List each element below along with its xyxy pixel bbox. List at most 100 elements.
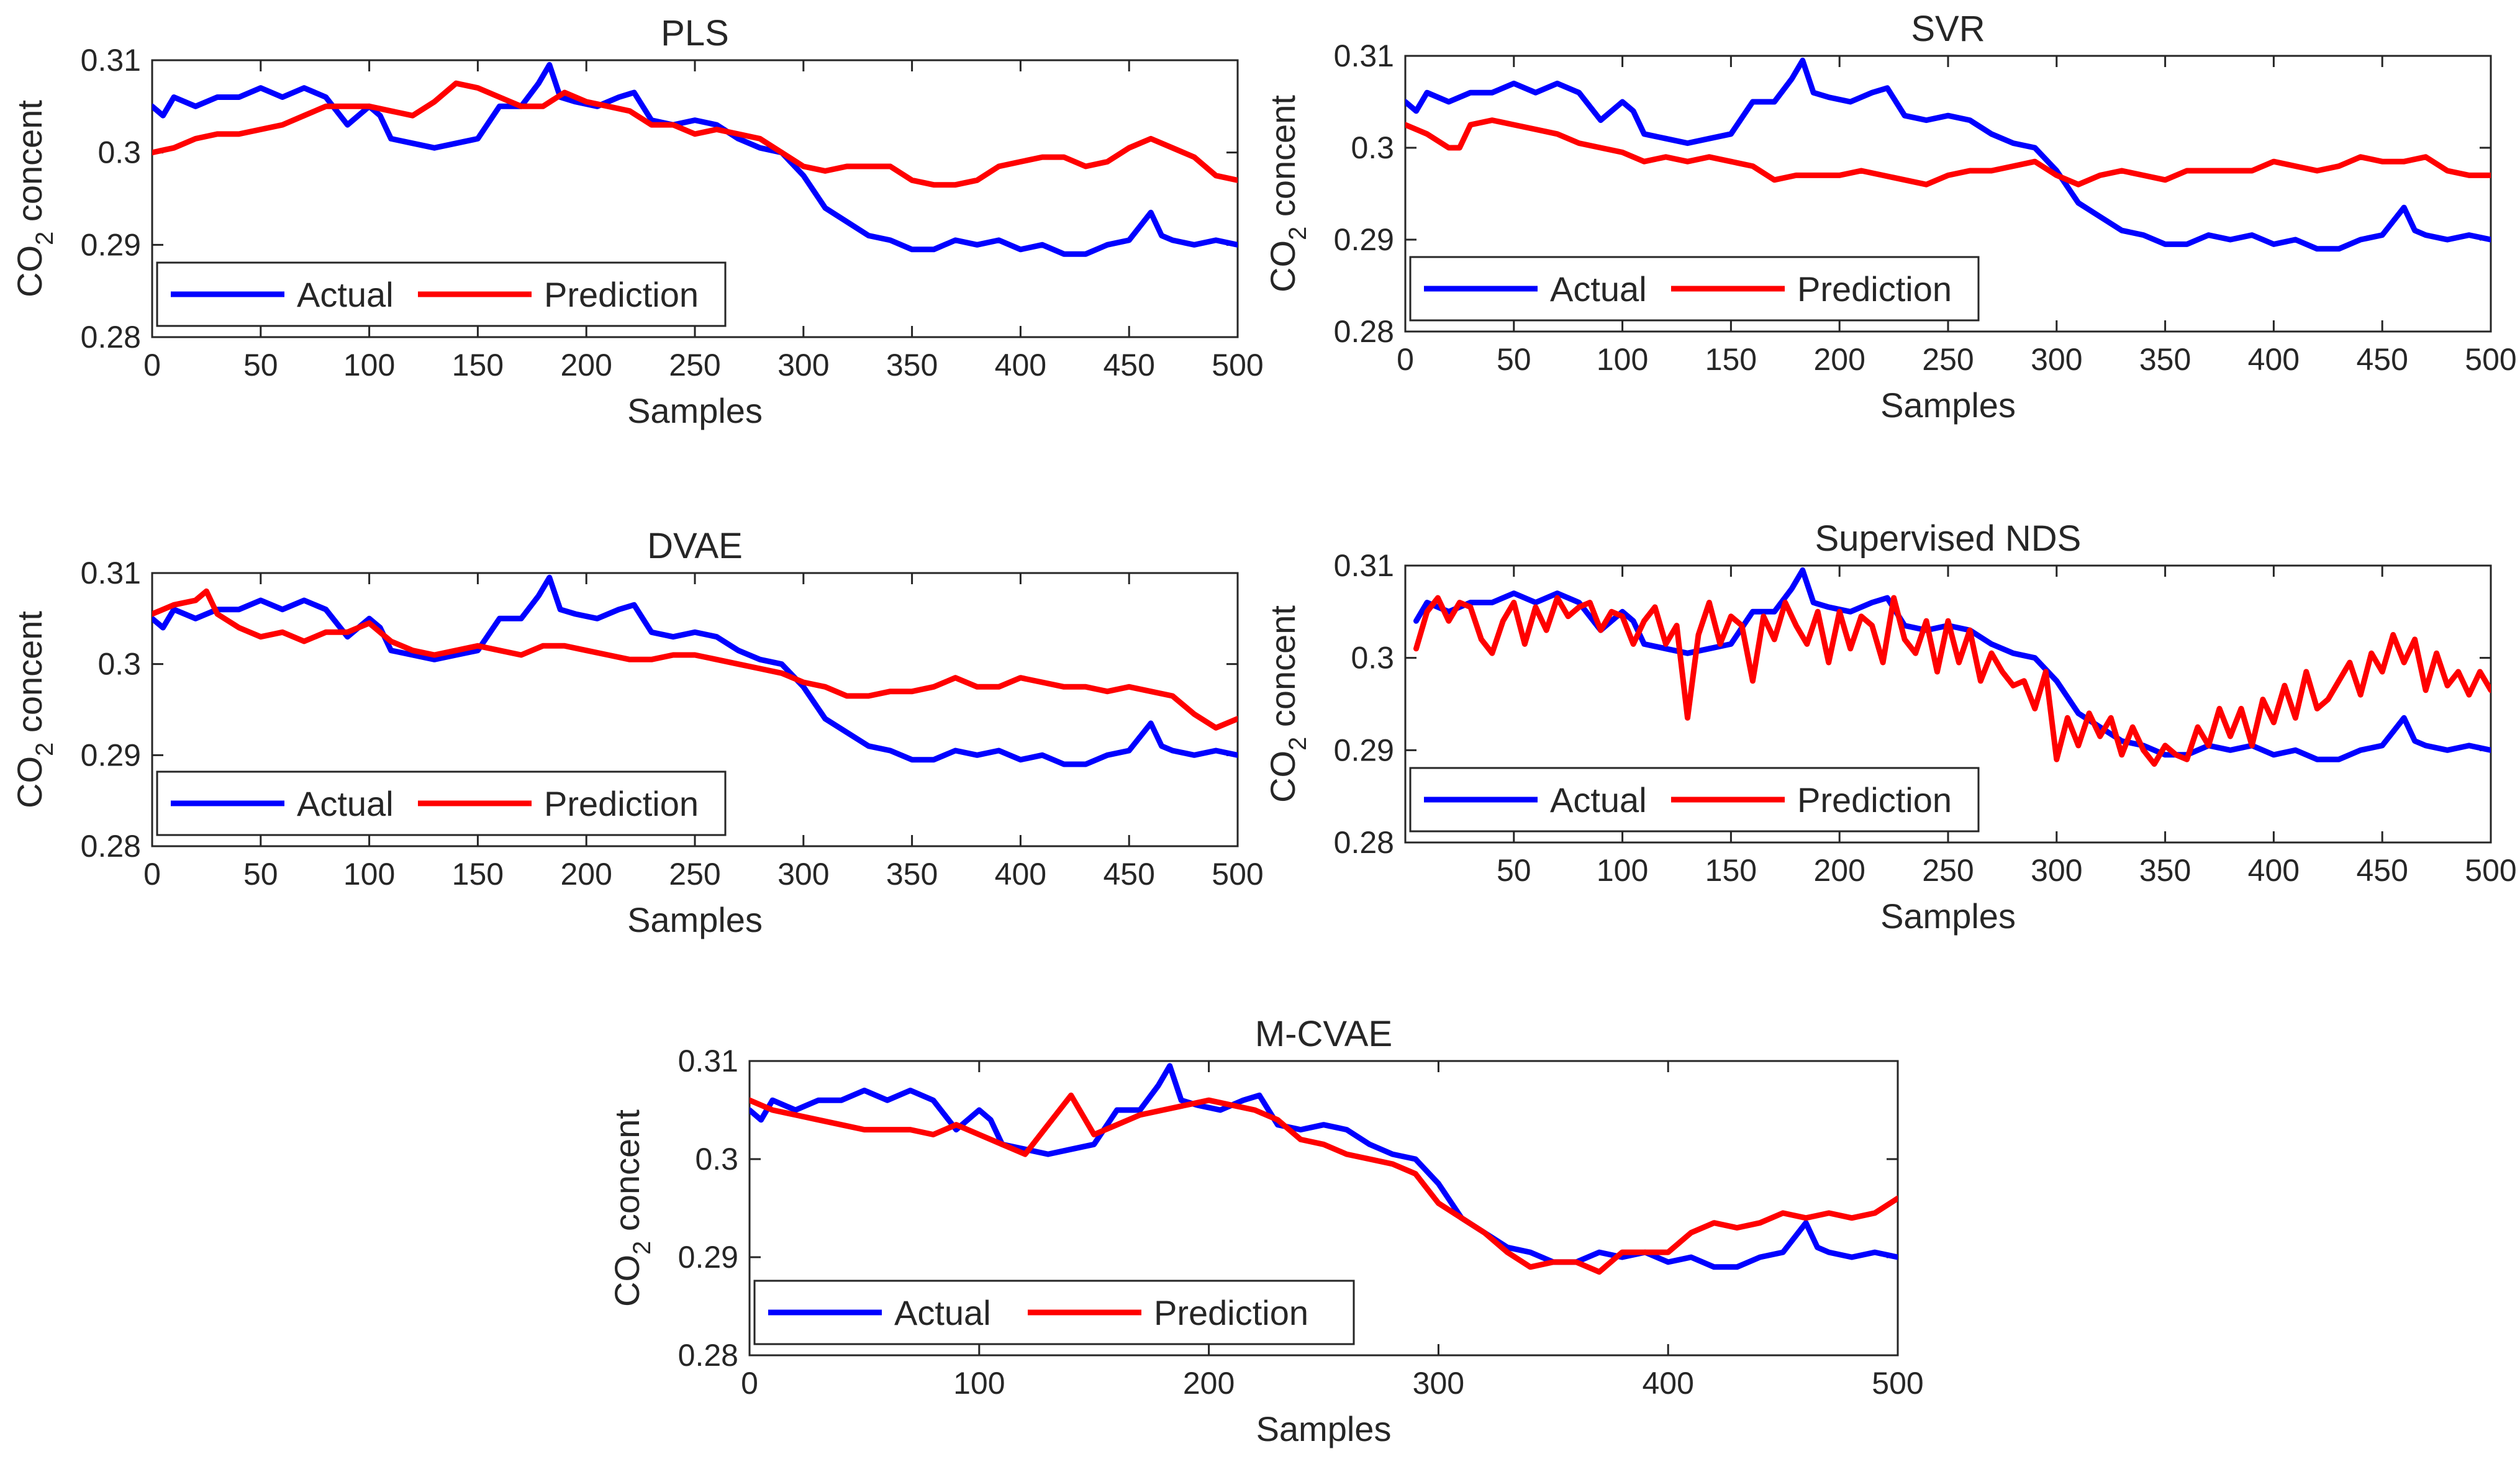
x-tick-label: 100	[343, 348, 395, 382]
legend-label-actual: Actual	[1550, 269, 1647, 309]
x-tick-label: 400	[1642, 1366, 1693, 1401]
x-tick-label: 200	[1813, 342, 1865, 377]
chart-panel-2: 0 50 100 150 200 250 300 350 400 450 500 0.28 0.29 0.…	[1263, 9, 2517, 425]
y-tick-label: 0.29	[1334, 733, 1394, 767]
x-tick-label: 400	[995, 857, 1046, 892]
x-axis-label: Samples	[627, 391, 763, 430]
x-tick-label: 250	[669, 857, 720, 892]
y-tick-label: 0.28	[1334, 314, 1394, 349]
y-tick-label: 0.28	[1334, 825, 1394, 860]
x-tick-label: 250	[1922, 342, 1974, 377]
x-tick-label: 300	[2031, 342, 2082, 377]
legend-label-prediction: Prediction	[1797, 780, 1952, 820]
y-axis-label: CO2 concent	[10, 611, 58, 808]
x-tick-label: 500	[1872, 1366, 1923, 1401]
y-tick-label: 0.31	[678, 1044, 738, 1078]
chart-panel-1: 0 50 100 150 200 250 300 350 400 450 500 0.28 0.29 0.…	[10, 13, 1264, 430]
x-tick-label: 50	[1497, 853, 1531, 888]
x-tick-label: 400	[995, 348, 1046, 382]
x-tick-label: 200	[560, 857, 612, 892]
chart-panel-4: 50 100 150 200 250 300 350 400 450 500 0.28 0.29 0.3…	[1263, 518, 2517, 936]
chart-title: DVAE	[647, 526, 743, 566]
y-tick-label: 0.31	[1334, 38, 1394, 73]
x-tick-label: 150	[1705, 342, 1757, 377]
x-tick-label: 100	[953, 1366, 1005, 1401]
series-line-prediction	[152, 80, 1238, 188]
x-tick-label: 250	[669, 348, 720, 382]
x-tick-label: 50	[243, 857, 278, 892]
y-tick-label: 0.31	[1334, 548, 1394, 583]
y-tick-label: 0.3	[1351, 641, 1394, 675]
x-tick-label: 500	[2465, 853, 2516, 888]
x-tick-label: 350	[2139, 853, 2191, 888]
series-line-actual	[750, 1063, 1898, 1270]
series-line-actual	[1405, 57, 2491, 252]
x-tick-label: 100	[1597, 342, 1648, 377]
chart-title: M-CVAE	[1255, 1014, 1392, 1054]
y-tick-label: 0.31	[81, 43, 141, 78]
x-tick-label: 200	[560, 348, 612, 382]
x-axis-label: Samples	[1256, 1409, 1392, 1448]
x-axis-label: Samples	[627, 900, 763, 939]
x-tick-label: 100	[343, 857, 395, 892]
y-axis-label: CO2 concent	[1263, 95, 1312, 292]
x-tick-label: 350	[886, 857, 938, 892]
legend-label-prediction: Prediction	[1154, 1293, 1308, 1332]
y-tick-label: 0.3	[1351, 130, 1394, 165]
legend-label-prediction: Prediction	[544, 784, 699, 823]
y-axis-label: CO2 concent	[10, 100, 58, 297]
y-axis-label: CO2 concent	[607, 1109, 656, 1307]
x-tick-label: 450	[2356, 342, 2408, 377]
chart-panel-5: 0 100 200 300 400 500 0.28 0.29 0.3 0.31 M-CVAE Sam…	[607, 1014, 1924, 1448]
x-tick-label: 450	[1103, 857, 1154, 892]
legend-label-prediction: Prediction	[1797, 269, 1952, 309]
y-tick-label: 0.29	[81, 738, 141, 772]
x-tick-label: 200	[1813, 853, 1865, 888]
chart-title: PLS	[661, 13, 729, 53]
series-line-prediction	[1413, 595, 2491, 767]
x-tick-label: 450	[1103, 348, 1154, 382]
legend-label-actual: Actual	[297, 275, 394, 314]
x-axis-label: Samples	[1880, 896, 2016, 936]
x-tick-label: 50	[1497, 342, 1531, 377]
chart-panel-3: 0 50 100 150 200 250 300 350 400 450 500 0.28 0.29 0.…	[10, 526, 1264, 939]
x-tick-label: 150	[452, 348, 504, 382]
x-tick-label: 250	[1922, 853, 1974, 888]
x-tick-label: 300	[2031, 853, 2082, 888]
y-tick-label: 0.3	[97, 647, 141, 682]
chart-title: Supervised NDS	[1815, 518, 2082, 559]
x-tick-label: 150	[452, 857, 504, 892]
y-axis-label: CO2 concent	[1263, 605, 1312, 803]
x-tick-label: 0	[143, 857, 161, 892]
x-tick-label: 100	[1597, 853, 1648, 888]
x-tick-label: 200	[1183, 1366, 1235, 1401]
y-tick-label: 0.29	[81, 227, 141, 262]
chart-title: SVR	[1911, 9, 1985, 49]
y-tick-label: 0.31	[81, 556, 141, 590]
x-tick-label: 350	[886, 348, 938, 382]
x-tick-label: 0	[143, 348, 161, 382]
x-tick-label: 300	[777, 857, 829, 892]
legend-label-actual: Actual	[1550, 780, 1647, 820]
legend-label-actual: Actual	[894, 1293, 991, 1332]
y-tick-label: 0.29	[678, 1240, 738, 1275]
x-tick-label: 400	[2248, 853, 2300, 888]
x-tick-label: 500	[1212, 857, 1263, 892]
x-tick-label: 50	[243, 348, 278, 382]
legend-label-prediction: Prediction	[544, 275, 699, 314]
x-tick-label: 500	[1212, 348, 1263, 382]
series-line-prediction	[1405, 117, 2491, 187]
legend-label-actual: Actual	[297, 784, 394, 823]
x-tick-label: 350	[2139, 342, 2191, 377]
x-tick-label: 0	[1397, 342, 1414, 377]
y-tick-label: 0.28	[678, 1338, 738, 1373]
x-tick-label: 0	[741, 1366, 758, 1401]
series-line-prediction	[750, 1092, 1898, 1275]
x-tick-label: 400	[2248, 342, 2300, 377]
x-tick-label: 150	[1705, 853, 1757, 888]
series-line-actual	[152, 574, 1238, 767]
x-tick-label: 500	[2465, 342, 2516, 377]
y-tick-label: 0.28	[81, 320, 141, 354]
y-tick-label: 0.3	[97, 135, 141, 170]
